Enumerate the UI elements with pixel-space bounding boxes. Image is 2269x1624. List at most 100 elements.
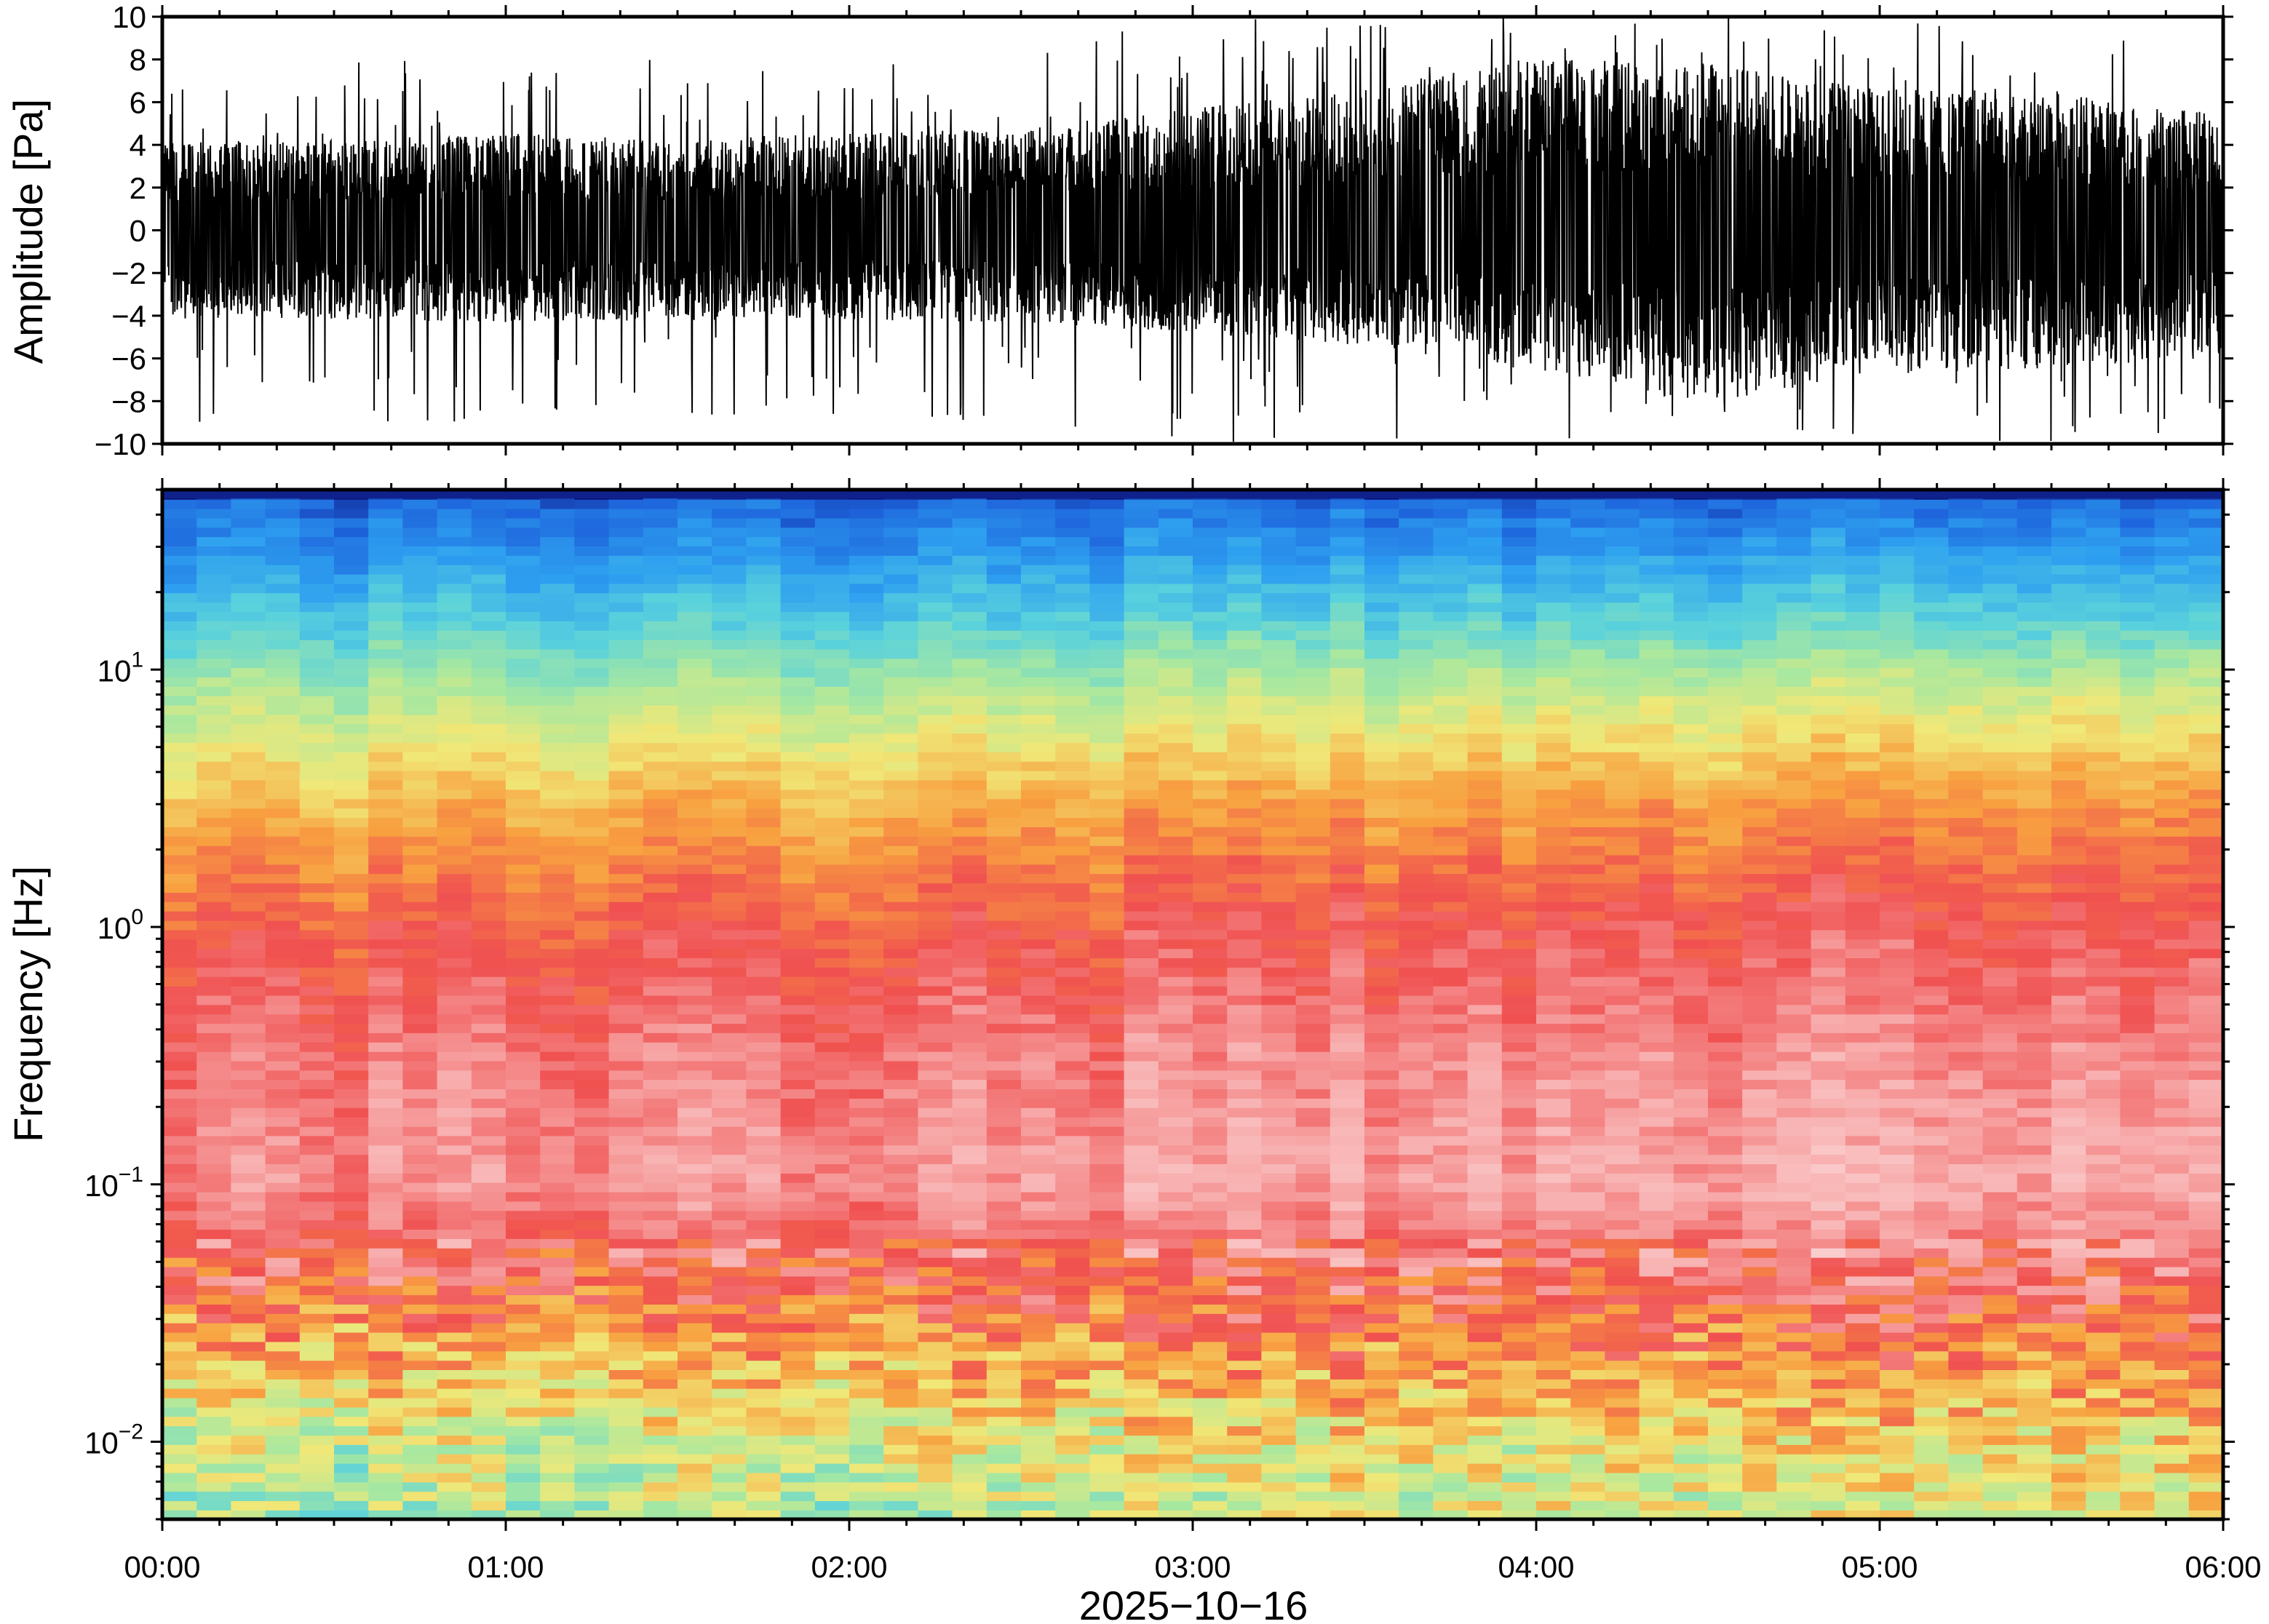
spectrogram-cell: [677, 1070, 712, 1080]
spectrogram-cell: [231, 648, 266, 659]
spectrogram-cell: [1536, 873, 1571, 884]
spectrogram-cell: [952, 1285, 988, 1296]
spectrogram-cell: [1124, 1126, 1159, 1137]
spectrogram-cell: [986, 723, 1022, 734]
spectrogram-cell: [196, 1294, 232, 1305]
spectrogram-cell: [368, 1070, 404, 1080]
spectrogram-cell: [712, 639, 747, 650]
spectrogram-cell: [1399, 630, 1434, 640]
spectrogram-cell: [1605, 621, 1640, 631]
spectrogram-cell: [849, 976, 884, 987]
spectrogram-cell: [643, 1219, 678, 1230]
spectrogram-cell: [299, 1313, 335, 1324]
spectrogram-cell: [1021, 686, 1056, 696]
spectrogram-cell: [986, 1079, 1022, 1090]
spectrogram-cell: [1089, 883, 1125, 893]
spectrogram-cell: [1673, 817, 1709, 827]
spectrogram-cell: [746, 1341, 782, 1352]
spectrogram-cell: [402, 1322, 438, 1333]
spectrogram-cell: [1673, 864, 1709, 875]
spectrogram-cell: [368, 1079, 404, 1090]
spectrogram-cell: [780, 1266, 816, 1277]
spectrogram-cell: [1227, 779, 1263, 790]
spectrogram-cell: [1295, 1341, 1331, 1352]
spectrogram-cell: [574, 1060, 610, 1071]
spectrogram-cell: [162, 1322, 197, 1333]
spectrogram-cell: [677, 939, 712, 950]
spectrogram-cell: [574, 967, 610, 977]
spectrogram-cell: [952, 892, 988, 902]
spectrogram-cell: [471, 1266, 506, 1277]
spectrogram-cell: [1021, 1294, 1056, 1305]
spectrogram-cell: [540, 798, 576, 809]
spectrogram-cell: [1433, 611, 1469, 621]
spectrogram-cell: [1399, 1416, 1434, 1427]
spectrogram-cell: [402, 1032, 438, 1043]
spectrogram-cell: [1330, 1444, 1365, 1454]
spectrogram-cell: [1467, 845, 1503, 856]
spectrogram-cell: [334, 1472, 369, 1483]
spectrogram-cell: [1089, 1472, 1125, 1483]
spectrogram-cell: [918, 1173, 953, 1183]
spectrogram-cell: [1193, 686, 1228, 696]
spectrogram-cell: [986, 686, 1022, 696]
spectrogram-cell: [1021, 985, 1056, 996]
spectrogram-cell: [1467, 630, 1503, 640]
spectrogram-cell: [1158, 1004, 1193, 1015]
spectrogram-cell: [334, 1341, 369, 1352]
spectrogram-cell: [1227, 742, 1263, 752]
spectrogram-cell: [1330, 1070, 1365, 1080]
spectrogram-cell: [231, 733, 266, 744]
spectrogram-cell: [231, 1444, 266, 1454]
spectrogram-cell: [506, 770, 541, 781]
spectrogram-cell: [986, 770, 1022, 781]
spectrogram-cell: [1501, 958, 1537, 968]
spectrogram-cell: [986, 1388, 1022, 1398]
spectrogram-cell: [265, 761, 301, 771]
spectrogram-cell: [1433, 592, 1469, 603]
spectrogram-cell: [1639, 1313, 1674, 1324]
spectrogram-cell: [1193, 1462, 1228, 1473]
spectrogram-cell: [952, 976, 988, 987]
spectrogram-cell: [1399, 1014, 1434, 1024]
spectrogram-cell: [1605, 892, 1640, 902]
spectrogram-cell: [952, 592, 988, 603]
spectrogram-cell: [1261, 704, 1297, 715]
spectrogram-cell: [1501, 508, 1537, 519]
spectrogram-cell: [780, 573, 816, 584]
spectrogram-cell: [1536, 1219, 1571, 1230]
spectrogram-cell: [1055, 1070, 1091, 1080]
spectrogram-cell: [643, 1472, 678, 1483]
spectrogram-cell: [1227, 761, 1263, 771]
spectrogram-cell: [1433, 854, 1469, 865]
spectrogram-cell: [1467, 639, 1503, 650]
spectrogram-cell: [1261, 770, 1297, 781]
spectrogram-cell: [643, 1210, 678, 1221]
spectrogram-cell: [780, 733, 816, 744]
spectrogram-cell: [437, 779, 472, 790]
spectrogram-cell: [265, 789, 301, 800]
spectrogram-cell: [162, 920, 197, 931]
spectrogram-cell: [471, 1079, 506, 1090]
spectrogram-cell: [677, 602, 712, 613]
spectrogram-cell: [1536, 583, 1571, 594]
spectrogram-cell: [918, 873, 953, 884]
spectrogram-cell: [1536, 517, 1571, 528]
spectrogram-cell: [402, 845, 438, 856]
spectrogram-cell: [1433, 1472, 1469, 1483]
spectrogram-cell: [608, 995, 644, 1006]
spectrogram-cell: [540, 696, 576, 706]
spectrogram-cell: [746, 873, 782, 884]
spectrogram-cell: [1673, 1444, 1709, 1454]
spectrogram-cell: [1708, 1379, 1743, 1389]
spectrogram-cell: [780, 1481, 816, 1492]
spectrogram-cell: [1536, 1248, 1571, 1258]
spectrogram-cell: [746, 1004, 782, 1015]
spectrogram-cell: [471, 1023, 506, 1033]
spectrogram-cell: [299, 704, 335, 715]
spectrogram-cell: [608, 714, 644, 725]
spectrogram-cell: [574, 1285, 610, 1296]
spectrogram-cell: [677, 1388, 712, 1398]
spectrogram-cell: [1501, 1248, 1537, 1258]
